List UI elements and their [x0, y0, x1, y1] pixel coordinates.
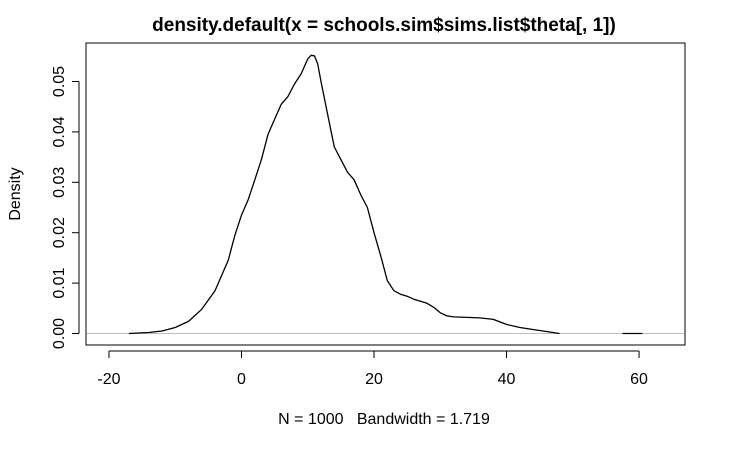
y-tick-label: 0.03 [51, 167, 68, 198]
x-tick-label: -20 [97, 371, 120, 388]
y-axis-label: Density [7, 167, 24, 220]
density-curves [128, 54, 643, 335]
y-axis: 0.00 0.01 0.02 0.03 0.04 0.05 [51, 66, 80, 349]
x-tick-label: 40 [498, 371, 516, 388]
density-curve [128, 54, 560, 335]
y-tick-label: 0.00 [51, 318, 68, 349]
y-tick-label: 0.02 [51, 217, 68, 248]
x-tick-label: 0 [237, 371, 246, 388]
x-tick-label: 20 [365, 371, 383, 388]
x-tick-label: 60 [630, 371, 648, 388]
chart-title: density.default(x = schools.sim$sims.lis… [152, 15, 616, 36]
x-axis: -20 0 20 40 60 [97, 350, 648, 388]
y-tick-label: 0.04 [51, 116, 68, 147]
y-tick-label: 0.05 [51, 66, 68, 97]
y-tick-label: 0.01 [51, 267, 68, 298]
x-axis-label: N = 1000 Bandwidth = 1.719 [278, 411, 490, 428]
plot-frame [85, 42, 686, 346]
